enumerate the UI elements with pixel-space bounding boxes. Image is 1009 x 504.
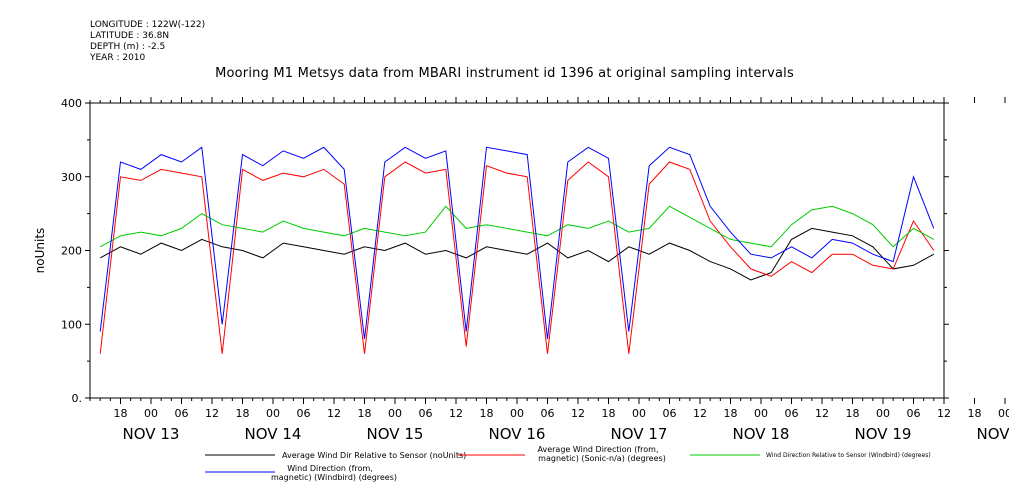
x-day-label: NOV 14 [245,425,302,443]
x-tick-label: 12 [693,407,707,420]
x-tick-label: 00 [876,407,890,420]
series-line-3 [99,205,935,248]
x-tick-label: 06 [541,407,555,420]
legend-label-4: magnetic) (Windbird) (degrees) [271,473,397,482]
x-tick-label: 18 [236,407,250,420]
legend-label-3: Wind Direction Relative to Sensor (Windb… [766,452,931,459]
x-tick-label: 18 [846,407,860,420]
x-tick-label: 06 [785,407,799,420]
series-line-4 [99,146,935,340]
x-day-label: NOV 13 [123,425,180,443]
x-tick-label: 12 [205,407,219,420]
x-tick-label: 12 [937,407,951,420]
x-tick-label: 06 [297,407,311,420]
x-tick-label: 18 [358,407,372,420]
chart-title: Mooring M1 Metsys data from MBARI instru… [215,66,794,81]
x-tick-label: 06 [175,407,189,420]
x-day-label: NOV 19 [855,425,912,443]
legend-label-2: Average Wind Direction (from, [537,445,658,454]
y-tick-label: 400 [61,97,82,110]
x-tick-label: 00 [388,407,402,420]
depth-label: DEPTH (m) : -2.5 [90,42,166,52]
x-tick-label: 00 [266,407,280,420]
x-tick-label: 12 [815,407,829,420]
x-tick-label: 06 [419,407,433,420]
y-axis-label: noUnits [33,228,47,274]
x-day-label: NOV 18 [733,425,790,443]
x-tick-label: 12 [571,407,585,420]
x-day-label: NOV 16 [489,425,546,443]
x-tick-label: 18 [480,407,494,420]
longitude-label: LONGITUDE : 122W(-122) [90,20,206,30]
x-tick-label: 12 [449,407,463,420]
x-tick-label: 12 [327,407,341,420]
x-tick-label: 00 [998,407,1009,420]
x-tick-label: 18 [968,407,982,420]
x-tick-label: 00 [510,407,524,420]
y-tick-label: 300 [61,171,82,184]
y-tick-label: 0. [72,392,83,405]
x-tick-label: 00 [144,407,158,420]
legend-label-1: Average Wind Dir Relative to Sensor (noU… [282,451,466,460]
y-tick-label: 200 [61,245,82,258]
x-tick-label: 06 [663,407,677,420]
x-tick-label: 18 [724,407,738,420]
metadata-header: LONGITUDE : 122W(-122) LATITUDE : 36.8N … [90,20,205,64]
legend-label-2: magnetic) (Sonic-n/a) (degrees) [538,454,666,463]
x-day-label: NOV 20 [977,425,1009,443]
x-tick-label: 00 [754,407,768,420]
x-tick-label: 18 [602,407,616,420]
series-line-1 [99,227,935,281]
x-day-label: NOV 17 [611,425,668,443]
legend-label-4: Wind Direction (from, [287,464,373,473]
x-tick-label: 06 [907,407,921,420]
x-day-label: NOV 15 [367,425,424,443]
x-tick-label: 18 [114,407,128,420]
latitude-label: LATITUDE : 36.8N [90,31,170,41]
y-tick-label: 100 [61,318,82,331]
series-line-2 [99,161,935,354]
year-label: YEAR : 2010 [90,53,146,63]
plot-frame [89,102,945,399]
x-tick-label: 00 [632,407,646,420]
